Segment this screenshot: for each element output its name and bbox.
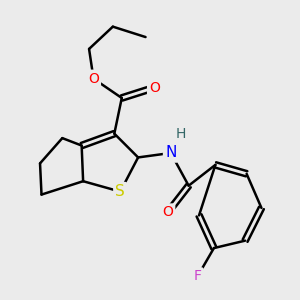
Text: F: F [194,269,202,283]
Text: S: S [116,184,125,199]
Text: O: O [88,72,99,86]
Text: N: N [165,146,176,160]
Text: H: H [176,127,186,141]
Text: O: O [149,81,160,94]
Text: O: O [162,206,173,219]
